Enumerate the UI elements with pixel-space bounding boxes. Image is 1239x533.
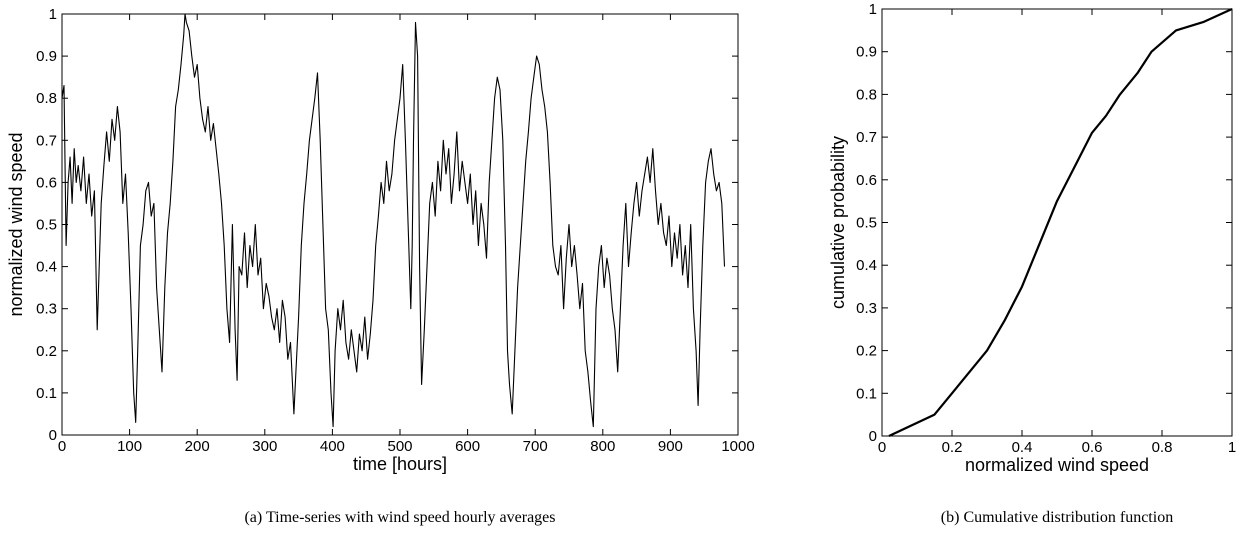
chart-b-x-tick-label: 0.8 <box>1152 439 1173 456</box>
chart-b-y-tick-label: 0.5 <box>856 215 877 232</box>
chart-a-x-tick-label: 700 <box>523 438 548 455</box>
chart-b-plot-frame <box>881 8 1233 437</box>
chart-a-x-tick-label: 100 <box>117 438 142 455</box>
chart-a-y-tick-label: 0.9 <box>36 48 57 65</box>
chart-b-caption: (b) Cumulative distribution function <box>941 509 1173 526</box>
chart-a-x-tick-label: 900 <box>658 438 683 455</box>
chart-a-y-tick-label: 1 <box>49 6 57 23</box>
chart-a-y-tick-label: 0.6 <box>36 174 57 191</box>
chart-b-y-tick-label: 1 <box>869 1 877 18</box>
chart-a-y-tick-label: 0.3 <box>36 301 57 318</box>
chart-b-x-tick-label: 0.4 <box>1012 439 1033 456</box>
chart-a-y-tick-label: 0.8 <box>36 90 57 107</box>
chart-a-y-tick-label: 0.7 <box>36 132 57 149</box>
chart-b-x-tick-label: 0.6 <box>1082 439 1103 456</box>
chart-a-x-tick-label: 200 <box>185 438 210 455</box>
chart-b-y-tick-label: 0.4 <box>856 257 877 274</box>
chart-a-x-tick-label: 0 <box>58 438 66 455</box>
chart-b-x-tick-label: 0 <box>878 439 886 456</box>
chart-b-y-tick-label: 0 <box>869 428 877 445</box>
chart-b-y-tick-label: 0.9 <box>856 44 877 61</box>
chart-a-y-tick-label: 0.4 <box>36 259 57 276</box>
chart-a-y-tick-label: 0 <box>49 427 57 444</box>
chart-a-x-tick-label: 1000 <box>721 438 754 455</box>
chart-b-x-tick-label: 0.2 <box>942 439 963 456</box>
chart-b-y-tick-label: 0.1 <box>856 385 877 402</box>
chart-b-y-tick-label: 0.6 <box>856 172 877 189</box>
chart-b-y-tick-label: 0.7 <box>856 129 877 146</box>
chart-b-x-tick-label: 1 <box>1228 439 1236 456</box>
chart-a-x-tick-label: 500 <box>387 438 412 455</box>
chart-b-y-tick-label: 0.8 <box>856 86 877 103</box>
chart-a-y-axis-label: normalized wind speed <box>6 132 26 316</box>
chart-b-y-axis-label: cumulative probability <box>828 136 848 309</box>
chart-b-x-axis-label: normalized wind speed <box>965 455 1149 475</box>
chart-b-series-line <box>888 7 1233 437</box>
chart-a-y-tick-label: 0.2 <box>36 343 57 360</box>
chart-a-time-series: 0 100 200 300 400 500 600 700 800 900 1000 0 0.1 0.2 0… <box>6 6 755 526</box>
chart-a-x-tick-label: 600 <box>455 438 480 455</box>
chart-b-y-tick-label: 0.3 <box>856 300 877 317</box>
chart-a-x-tick-label: 400 <box>320 438 345 455</box>
chart-b-cdf: 0 0.2 0.4 0.6 0.8 1 0 0.1 0.2 0.3 0.4 0.5 0.6 0.7 0.8 0… <box>828 1 1236 526</box>
chart-a-y-tick-label: 0.5 <box>36 217 57 234</box>
chart-a-x-axis-label: time [hours] <box>353 454 447 474</box>
chart-a-caption: (a) Time-series with wind speed hourly a… <box>244 509 555 526</box>
chart-a-y-tick-label: 0.1 <box>36 385 57 402</box>
chart-a-x-tick-label: 800 <box>590 438 615 455</box>
chart-a-plot-frame <box>61 13 739 436</box>
chart-a-series-line <box>61 13 726 428</box>
chart-a-x-tick-label: 300 <box>252 438 277 455</box>
chart-b-y-tick-label: 0.2 <box>856 343 877 360</box>
